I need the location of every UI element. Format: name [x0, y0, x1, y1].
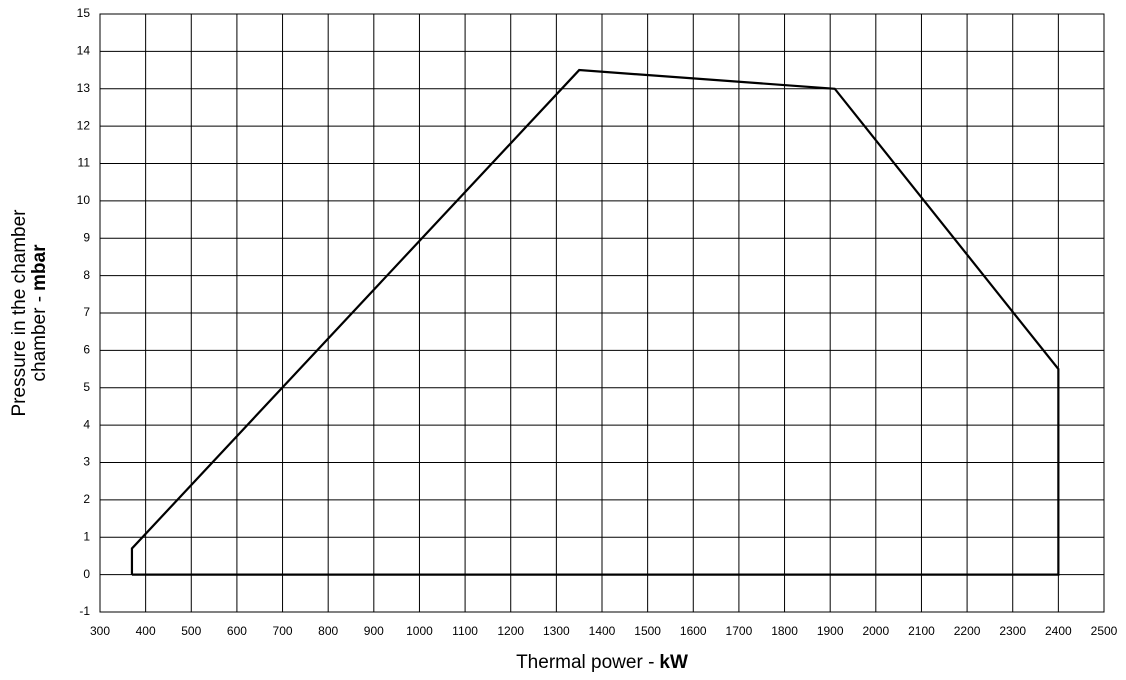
y-tick-label: 0	[83, 567, 90, 581]
x-axis-label-unit: kW	[659, 652, 688, 673]
x-tick-label: 900	[364, 624, 384, 638]
x-tick-label: 2200	[954, 624, 981, 638]
y-tick-label: 6	[83, 343, 90, 357]
y-tick-label: -1	[79, 604, 90, 618]
x-tick-label: 1800	[771, 624, 798, 638]
plot-frame	[99, 13, 1105, 613]
y-axis-label-unit: mbar	[29, 244, 50, 291]
x-tick-label: 700	[273, 624, 293, 638]
x-tick-label: 2500	[1091, 624, 1118, 638]
y-tick-label: 3	[83, 455, 90, 469]
x-tick-label: 300	[90, 624, 110, 638]
y-tick-label: 4	[83, 417, 90, 431]
x-tick-label: 2000	[862, 624, 889, 638]
x-tick-label: 1600	[680, 624, 707, 638]
y-axis-label-line: chamber - mbar	[29, 244, 50, 382]
x-tick-label: 600	[227, 624, 247, 638]
y-axis-label: Pressure in the chamber chamber - mbar	[9, 209, 50, 417]
y-tick-label: 12	[77, 118, 91, 132]
data-line	[130, 68, 1060, 576]
y-tick-label: 10	[77, 193, 91, 207]
y-tick-label: 9	[83, 230, 90, 244]
y-axis-label-line: Pressure in the chamber	[9, 209, 30, 417]
y-tick-label: 11	[78, 156, 91, 170]
x-tick-label: 800	[318, 624, 338, 638]
x-tick-label: 1100	[452, 624, 478, 638]
y-tick-label: 7	[83, 305, 90, 319]
y-tick-label: 5	[83, 380, 90, 394]
x-tick-label: 400	[136, 624, 156, 638]
x-axis-label: Thermal power - kW	[516, 652, 688, 673]
x-tick-label: 1900	[817, 624, 844, 638]
x-tick-label: 1500	[634, 624, 661, 638]
x-tick-label: 1300	[543, 624, 570, 638]
y-axis-label-text: chamber -	[29, 296, 50, 382]
y-tick-label: 13	[77, 81, 91, 95]
x-tick-label: 1200	[497, 624, 524, 638]
x-tick-label: 500	[181, 624, 201, 638]
y-tick-label: 2	[83, 492, 90, 506]
y-tick-label: 1	[83, 529, 90, 543]
x-tick-label: 2300	[999, 624, 1026, 638]
x-tick-label: 1700	[726, 624, 753, 638]
x-tick-label: 2400	[1045, 624, 1072, 638]
y-tick-label: 15	[77, 6, 91, 20]
x-axis-label-text: Thermal power -	[516, 652, 654, 673]
x-tick-label: 1400	[589, 624, 616, 638]
y-tick-label: 14	[77, 44, 91, 58]
x-tick-label: 2100	[908, 624, 935, 638]
x-tick-label: 1000	[406, 624, 433, 638]
y-tick-label: 8	[83, 268, 90, 282]
